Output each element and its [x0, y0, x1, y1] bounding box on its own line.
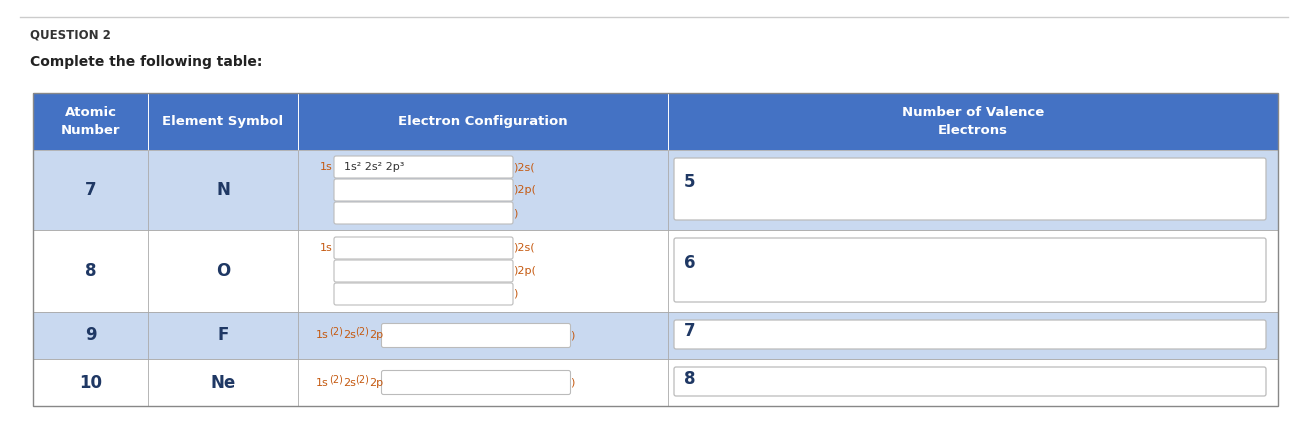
Text: 8: 8	[85, 262, 97, 280]
FancyBboxPatch shape	[382, 324, 570, 347]
Text: )2s(: )2s(	[513, 243, 535, 253]
FancyBboxPatch shape	[33, 359, 1278, 406]
Text: Element Symbol: Element Symbol	[162, 115, 284, 128]
FancyBboxPatch shape	[382, 371, 570, 395]
Text: (2): (2)	[356, 374, 369, 384]
Text: 6: 6	[684, 254, 696, 272]
FancyBboxPatch shape	[33, 93, 1278, 150]
Text: 1s: 1s	[317, 378, 328, 388]
Text: F: F	[217, 326, 229, 345]
Text: 10: 10	[78, 374, 102, 392]
Text: ): )	[570, 378, 576, 388]
Text: Electron Configuration: Electron Configuration	[398, 115, 568, 128]
Text: 7: 7	[85, 181, 97, 199]
Text: 8: 8	[684, 370, 696, 388]
Text: 1s: 1s	[320, 243, 334, 253]
FancyBboxPatch shape	[674, 367, 1266, 396]
Text: Complete the following table:: Complete the following table:	[30, 55, 263, 69]
Text: 1s: 1s	[320, 162, 334, 172]
FancyBboxPatch shape	[33, 150, 1278, 230]
Text: (2): (2)	[356, 327, 369, 337]
Text: 2p: 2p	[369, 378, 383, 388]
Text: 1s² 2s² 2p³: 1s² 2s² 2p³	[344, 162, 404, 172]
Text: O: O	[216, 262, 230, 280]
FancyBboxPatch shape	[674, 320, 1266, 349]
Text: ): )	[513, 208, 518, 218]
FancyBboxPatch shape	[674, 238, 1266, 302]
FancyBboxPatch shape	[33, 312, 1278, 359]
Text: Ne: Ne	[211, 374, 235, 392]
FancyBboxPatch shape	[334, 260, 513, 282]
Text: Number of Valence
Electrons: Number of Valence Electrons	[903, 106, 1044, 137]
Text: Atomic
Number: Atomic Number	[60, 106, 120, 137]
Text: 7: 7	[684, 322, 696, 341]
Text: ): )	[513, 289, 518, 299]
FancyBboxPatch shape	[334, 156, 513, 178]
Text: 1s: 1s	[317, 330, 328, 341]
FancyBboxPatch shape	[334, 283, 513, 305]
Text: N: N	[216, 181, 230, 199]
Text: )2p(: )2p(	[513, 185, 536, 195]
Text: 2s: 2s	[343, 378, 356, 388]
FancyBboxPatch shape	[334, 179, 513, 201]
Text: 2p: 2p	[369, 330, 383, 341]
Text: ): )	[570, 330, 576, 341]
Text: (2): (2)	[328, 327, 343, 337]
FancyBboxPatch shape	[334, 202, 513, 224]
Text: 9: 9	[85, 326, 97, 345]
Text: )2s(: )2s(	[513, 162, 535, 172]
Text: )2p(: )2p(	[513, 266, 536, 276]
Text: 5: 5	[684, 173, 696, 191]
FancyBboxPatch shape	[674, 158, 1266, 220]
Text: 2s: 2s	[343, 330, 356, 341]
FancyBboxPatch shape	[334, 237, 513, 259]
Text: (2): (2)	[328, 374, 343, 384]
FancyBboxPatch shape	[33, 230, 1278, 312]
Text: QUESTION 2: QUESTION 2	[30, 28, 111, 41]
